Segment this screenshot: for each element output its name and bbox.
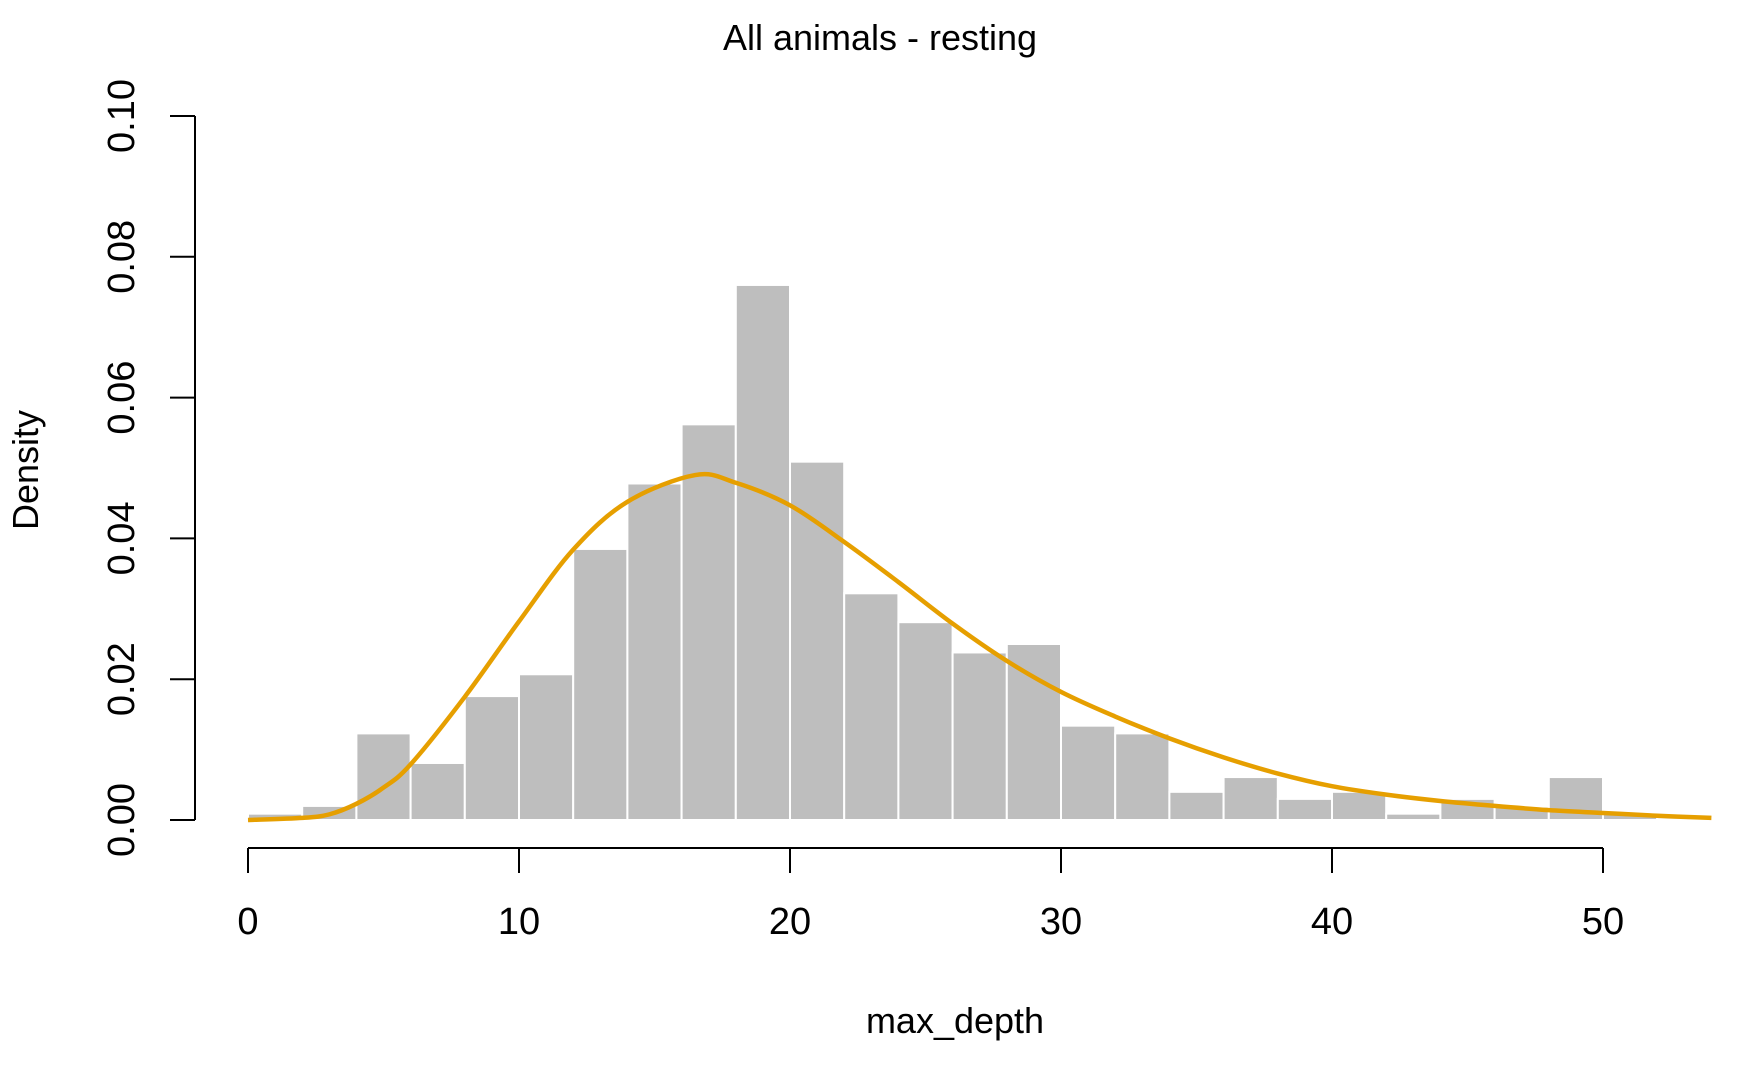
y-tick-label: 0.10 (101, 79, 143, 153)
x-tick-label: 40 (1311, 901, 1353, 943)
y-tick-label: 0.04 (101, 501, 143, 575)
histogram-bar (1222, 776, 1279, 822)
x-tick-label: 20 (769, 901, 811, 943)
histogram-bar (1385, 812, 1442, 822)
y-axis: 0.00 0.02 0.04 0.06 0.08 0.10 (101, 79, 196, 857)
density-curve (247, 471, 1712, 823)
histogram-bar (572, 547, 629, 822)
y-tick-label: 0.00 (101, 783, 143, 857)
histogram-bar (355, 732, 412, 822)
histogram-bar (518, 673, 575, 821)
density-curve-group (247, 471, 1712, 823)
histogram-bar (843, 592, 900, 822)
y-axis-title: Density (5, 410, 46, 530)
x-tick-label: 0 (237, 901, 258, 943)
histogram-bar (680, 423, 737, 821)
histogram-bar (1168, 790, 1225, 822)
histogram-bar (897, 621, 954, 822)
histogram-bar (409, 761, 466, 822)
histogram-bar (1005, 643, 1062, 821)
x-tick-label: 30 (1040, 901, 1082, 943)
x-tick-label: 10 (498, 901, 540, 943)
histogram-bar (1276, 797, 1334, 822)
chart-title: All animals - resting (723, 17, 1037, 58)
histogram-bar (1331, 790, 1388, 822)
histogram-bar (789, 460, 846, 821)
histogram-bar (1060, 724, 1117, 821)
histogram-bar (1114, 732, 1171, 822)
y-tick-label: 0.06 (101, 361, 143, 435)
x-axis-title: max_depth (866, 1000, 1044, 1041)
y-tick-label: 0.02 (101, 642, 143, 716)
histogram-bar (463, 695, 520, 822)
y-tick-label: 0.08 (101, 220, 143, 294)
histogram-bar (734, 283, 791, 821)
x-axis: 0 10 20 30 40 50 (237, 847, 1624, 943)
x-tick-label: 50 (1582, 901, 1624, 943)
histogram-bar (626, 482, 683, 821)
histogram-bars (247, 283, 1713, 822)
histogram-bar (951, 651, 1008, 821)
